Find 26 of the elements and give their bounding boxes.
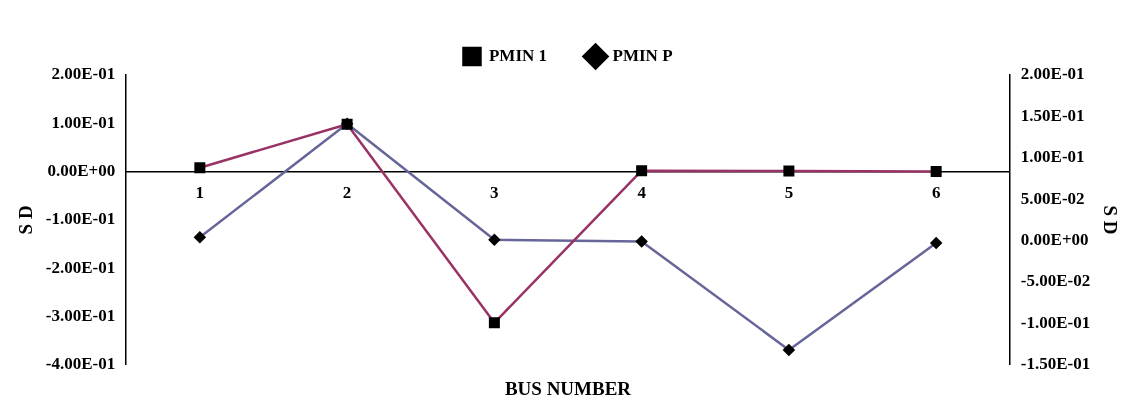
y2-tick-label: 0.00E+00 [1020, 229, 1089, 249]
y2-axis-title: S D [1099, 205, 1121, 235]
x-tick-label: 3 [490, 183, 499, 203]
y2-tick-label: -1.00E-01 [1020, 312, 1091, 332]
y-tick-label: -1.00E-01 [45, 209, 116, 229]
y2-tick-label: -5.00E-02 [1020, 271, 1091, 291]
y2-tick-label: 2.00E-01 [1020, 64, 1085, 84]
legend-label: PMIN P [612, 45, 673, 65]
y-tick-label: 2.00E-01 [51, 64, 116, 84]
y-tick-label: -2.00E-01 [45, 257, 116, 277]
y-axis-title: S D [15, 205, 37, 235]
y-tick-label: 1.00E-01 [51, 112, 116, 132]
x-tick-label: 1 [195, 183, 205, 203]
y2-tick-label: 1.50E-01 [1020, 105, 1085, 125]
x-tick-label: 2 [342, 183, 352, 203]
x-tick-label: 6 [931, 183, 941, 203]
y2-tick-label: -1.50E-01 [1020, 354, 1091, 374]
y2-tick-label: 5.00E-02 [1020, 188, 1085, 208]
y-tick-label: -3.00E-01 [45, 305, 116, 325]
y-tick-label: 0.00E+00 [47, 160, 116, 180]
x-tick-label: 5 [784, 183, 794, 203]
y-tick-label: -4.00E-01 [45, 354, 116, 374]
x-tick-label: 4 [637, 183, 647, 203]
y2-tick-label: 1.00E-01 [1020, 147, 1085, 167]
x-axis-title: BUS NUMBER [503, 378, 633, 400]
legend-label: PMIN 1 [488, 45, 548, 65]
